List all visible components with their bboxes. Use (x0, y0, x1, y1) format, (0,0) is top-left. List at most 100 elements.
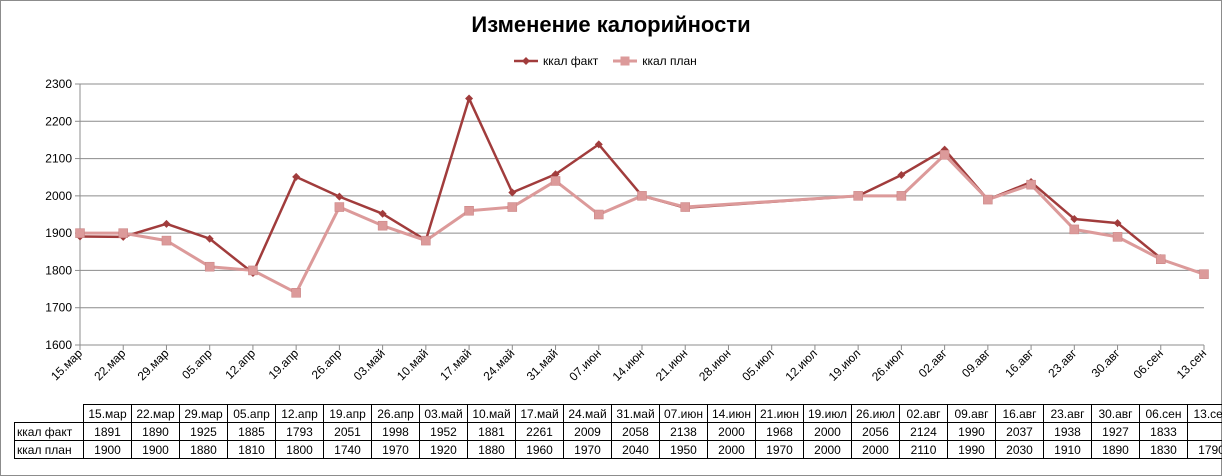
y-tick-label: 1800 (45, 263, 72, 277)
table-row-label: ккал план (14, 440, 84, 459)
data-point-plan (896, 191, 907, 201)
x-tick-label: 05.апр (179, 346, 215, 382)
x-tick-label: 14.июн (610, 346, 647, 383)
table-cell: 1790 (1187, 440, 1222, 459)
table-header-cell: 21.июн (755, 404, 804, 423)
table-cell: 2261 (515, 422, 564, 441)
x-tick-label: 26.июл (869, 346, 907, 384)
legend-marker (613, 56, 638, 66)
table-header-cell: 22.мар (131, 404, 180, 423)
data-point-plan (161, 235, 172, 246)
data-point-fact (508, 188, 517, 197)
table-cell: 2000 (851, 440, 900, 459)
table-cell: 1740 (323, 440, 372, 459)
table-cell: 1810 (227, 440, 276, 459)
table-cell: 1990 (947, 422, 996, 441)
chart-title: Изменение калорийности (471, 12, 751, 37)
table-cell: 2138 (659, 422, 708, 441)
table-cell: 1990 (947, 440, 996, 459)
table-header-cell: 12.апр (275, 404, 324, 423)
table-cell: 1960 (515, 440, 564, 459)
table-header-cell: 10.май (467, 404, 516, 423)
data-point-plan (75, 228, 85, 238)
table-cell: 1830 (1139, 440, 1188, 459)
table-cell: 1968 (755, 422, 804, 441)
table-cell: 1950 (659, 440, 708, 459)
table-cell: 1952 (419, 422, 468, 441)
table-row: ккал план 1900 1900 1880 1810 1800 1740 1970 192… (14, 440, 1222, 459)
table-header-cell: 05.апр (227, 404, 276, 423)
x-tick-label: 28.июн (696, 346, 733, 383)
table-header-cell: 29.мар (179, 404, 228, 423)
table-header-cell: 07.июн (659, 404, 708, 423)
y-tick-label: 1600 (45, 338, 72, 352)
data-point-fact (594, 140, 603, 149)
x-tick-label: 19.апр (266, 346, 302, 382)
data-point-fact (465, 94, 474, 103)
x-tick-label: 19.июл (826, 346, 864, 384)
series-line-2 (80, 153, 1205, 295)
table-header-cell: 13.сен (1187, 404, 1222, 423)
table-header-cell: 30.авг (1091, 404, 1140, 423)
table-cell (1187, 422, 1222, 441)
data-point-plan (421, 235, 431, 246)
table-cell: 2124 (899, 422, 948, 441)
table-cell: 2009 (563, 422, 612, 441)
table-corner (15, 405, 84, 423)
table-cell: 1927 (1091, 422, 1140, 441)
table-cell: 1910 (1043, 440, 1092, 459)
table-header-cell: 19.апр (323, 404, 372, 423)
x-tick-label: 29.мар (135, 346, 172, 383)
data-point-plan (939, 150, 950, 160)
data-point-plan (334, 202, 345, 212)
x-tick-label: 06.сен (1131, 346, 1166, 381)
table-cell: 1970 (563, 440, 612, 459)
data-point-plan (204, 261, 215, 272)
table-header-cell: 02.авг (899, 404, 948, 423)
y-tick-label: 2300 (45, 77, 72, 91)
y-tick-label: 2200 (45, 114, 72, 128)
data-point-plan (637, 191, 647, 201)
x-tick-label: 17.май (437, 346, 474, 383)
x-tick-label: 12.июл (782, 346, 820, 384)
legend-entry: ккал план (612, 54, 697, 68)
data-point-plan (118, 228, 128, 238)
x-tick-label: 26.апр (309, 346, 345, 382)
x-tick-label: 31.май (524, 346, 561, 383)
table-cell: 1900 (131, 440, 180, 459)
y-tick-label: 2100 (45, 152, 72, 166)
table-header-row: 15.мар 22.мар 29.мар 05.апр 12.апр 19.апр 26.а… (15, 404, 1222, 423)
table-header-cell: 14.июн (707, 404, 756, 423)
data-point-plan (853, 191, 863, 201)
x-tick-label: 09.авг (959, 346, 993, 380)
y-tick-label: 2000 (45, 189, 72, 203)
table-cell: 1881 (467, 422, 516, 441)
x-tick-label: 30.авг (1089, 346, 1123, 380)
table-cell: 1970 (755, 440, 804, 459)
table-cell: 2000 (803, 422, 852, 441)
legend-label: ккал план (642, 54, 697, 68)
table-cell: 1833 (1139, 422, 1188, 441)
data-point-plan (464, 206, 474, 216)
x-tick-label: 02.авг (916, 346, 950, 380)
x-tick-label: 10.май (394, 346, 431, 383)
data-point-plan (1156, 254, 1166, 264)
table-header-cell: 26.апр (371, 404, 420, 423)
data-point-plan (550, 176, 561, 186)
legend-marker (514, 57, 538, 65)
table-header-cell: 03.май (419, 404, 468, 423)
legend-label: ккал факт (543, 54, 599, 68)
legend: ккал факт ккал план (513, 52, 711, 70)
data-point-plan (1199, 269, 1209, 279)
table-row-label: ккал факт (14, 422, 84, 441)
table-cell: 2056 (851, 422, 900, 441)
table-header-cell: 06.сен (1139, 404, 1188, 423)
table-header-cell: 16.авг (995, 404, 1044, 423)
data-point-fact (378, 209, 387, 218)
data-point-plan (507, 202, 518, 212)
x-tick-label: 13.сен (1174, 346, 1209, 381)
series-line-1 (79, 97, 1162, 275)
data-point-fact (897, 170, 906, 179)
